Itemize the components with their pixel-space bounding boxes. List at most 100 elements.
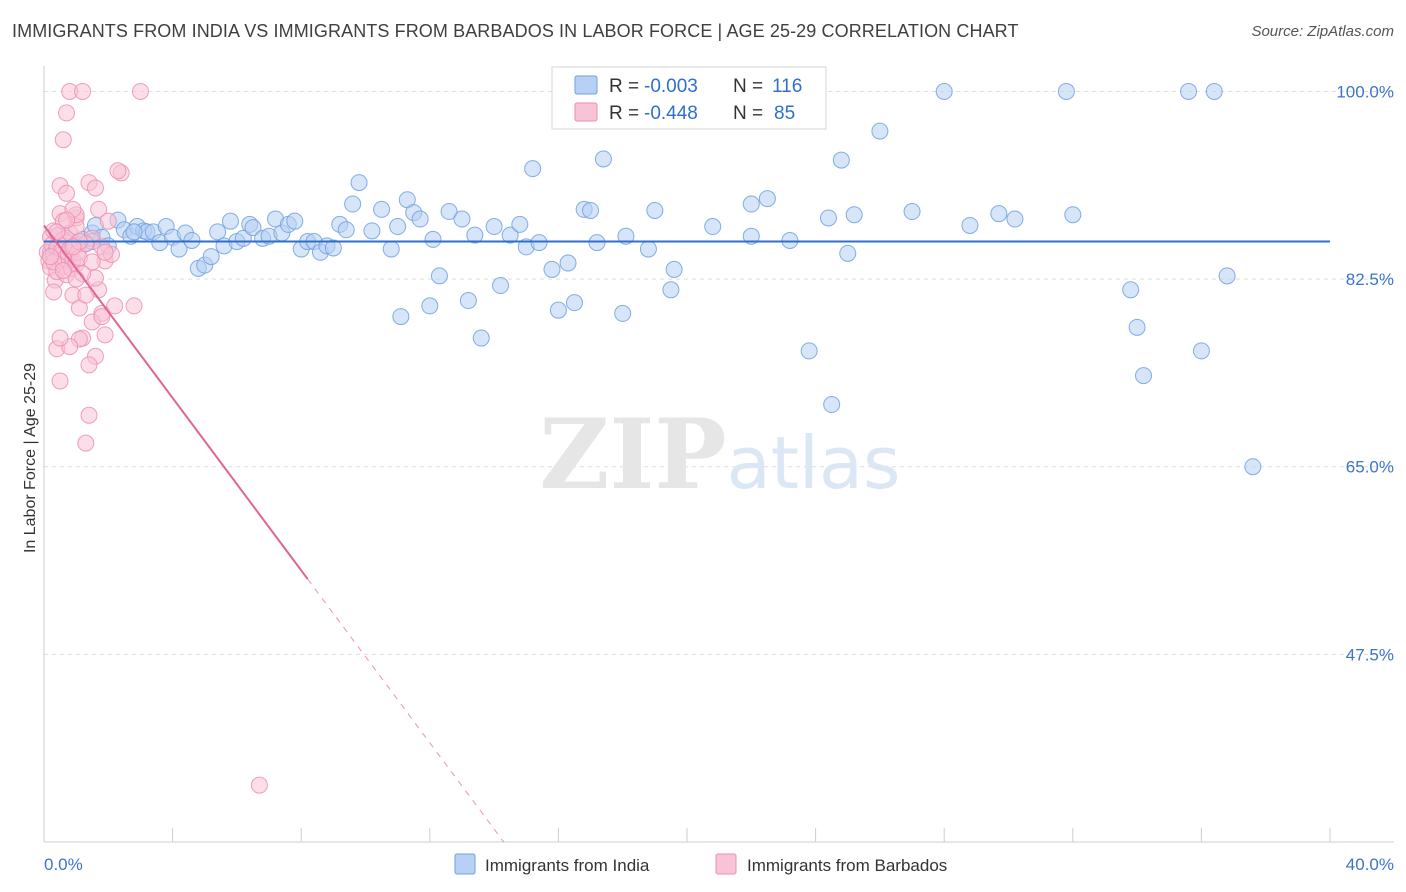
barbados-n-label: N = (733, 103, 763, 124)
barbados-point (51, 372, 69, 390)
india-point (1192, 342, 1210, 360)
barbados-point (74, 82, 92, 100)
india-point (459, 292, 477, 310)
india-point (990, 205, 1008, 223)
barbados-point (90, 200, 108, 218)
india-point (382, 240, 400, 258)
india-point (344, 195, 362, 213)
legend-label-barbados: Immigrants from Barbados (747, 856, 947, 875)
india-point (582, 201, 600, 219)
india-point (665, 260, 683, 278)
india-point (337, 221, 355, 239)
india-point (350, 174, 368, 192)
india-point (903, 203, 921, 221)
legend-label-india: Immigrants from India (485, 856, 650, 875)
india-point (244, 219, 262, 237)
india-point (1006, 210, 1024, 228)
india-point (421, 297, 439, 315)
legend-swatch-india (454, 853, 476, 875)
barbados-point (96, 243, 114, 261)
india-point (209, 223, 227, 241)
india-point (485, 218, 503, 236)
y-tick-label: 47.5% (1346, 645, 1394, 664)
barbados-point (109, 162, 127, 180)
india-point (845, 206, 863, 224)
india-point (543, 260, 561, 278)
barbados-point (51, 329, 69, 347)
india-point (1135, 367, 1153, 385)
trend-line-barbados-extrapolated (307, 578, 505, 843)
india-point (424, 230, 442, 248)
y-tick-label: 65.0% (1346, 458, 1394, 477)
india-point (430, 267, 448, 285)
y-axis-label: In Labor Force | Age 25-29 (22, 363, 39, 553)
india-point (453, 210, 471, 228)
india-point (1218, 267, 1236, 285)
barbados-point (58, 104, 76, 122)
barbados-point (106, 297, 124, 315)
india-point (492, 277, 510, 295)
india-point (202, 248, 220, 266)
chart-title: IMMIGRANTS FROM INDIA VS IMMIGRANTS FROM… (12, 21, 1019, 41)
barbados-point (45, 283, 63, 301)
india-point (639, 240, 657, 258)
y-tick-label: 82.5% (1346, 270, 1394, 289)
india-point (389, 218, 407, 236)
india-point (839, 244, 857, 262)
india-point (742, 227, 760, 245)
india-point (559, 254, 577, 272)
barbados-stat-swatch (574, 102, 598, 122)
barbados-point (58, 184, 76, 202)
india-point (961, 216, 979, 234)
grid-layer (44, 90, 1394, 655)
india-point (832, 151, 850, 169)
barbados-point (77, 286, 95, 304)
india-point (781, 231, 799, 249)
barbados-point (250, 776, 268, 794)
india-point (511, 215, 529, 233)
india-r-value: -0.003 (644, 76, 698, 97)
barbados-point (83, 253, 101, 271)
india-point (1205, 82, 1223, 100)
points-layer (38, 82, 1262, 794)
india-point (411, 210, 429, 228)
india-point (617, 227, 635, 245)
india-point (530, 234, 548, 252)
india-point (549, 301, 567, 319)
barbados-point (93, 308, 111, 326)
source-label: Source: ZipAtlas.com (1251, 23, 1394, 40)
x-tick-label-max: 40.0% (1346, 855, 1394, 874)
india-point (819, 209, 837, 227)
x-tick-label-min: 0.0% (44, 855, 83, 874)
india-point (472, 329, 490, 347)
legend-swatch-barbados (715, 853, 737, 875)
barbados-point (80, 356, 98, 374)
india-point (758, 190, 776, 208)
barbados-r-label: R = (609, 103, 639, 124)
india-point (466, 226, 484, 244)
india-n-label: N = (733, 76, 763, 97)
watermark: ZIPatlas (539, 398, 900, 511)
india-point (501, 226, 519, 244)
india-point (1180, 82, 1198, 100)
india-point (1064, 206, 1082, 224)
india-point (704, 218, 722, 236)
india-point (662, 281, 680, 299)
india-stat-swatch (574, 75, 598, 95)
axes-layer (43, 66, 1394, 843)
india-point (742, 195, 760, 213)
india-point (594, 150, 612, 168)
india-point (614, 304, 632, 322)
barbados-point (99, 212, 117, 230)
india-point (1128, 318, 1146, 336)
india-point (871, 122, 889, 140)
india-point (363, 222, 381, 240)
barbados-point (80, 406, 98, 424)
india-point (324, 239, 342, 257)
barbados-point (125, 297, 143, 315)
india-point (823, 396, 841, 414)
india-point (1122, 281, 1140, 299)
stats-box: R = -0.003 N = 116 R = -0.448 N = 85 (551, 66, 827, 130)
barbados-point (54, 131, 72, 149)
barbados-point (58, 211, 76, 229)
